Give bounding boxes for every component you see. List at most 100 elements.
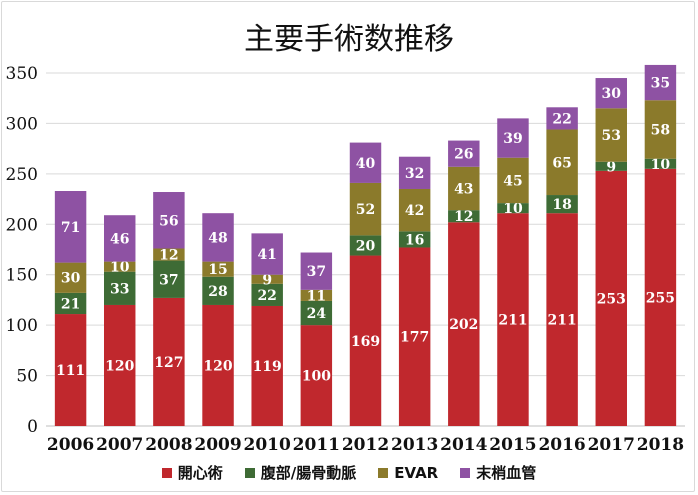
data-label: 120 (105, 358, 134, 374)
legend-item: 末梢血管 (460, 462, 536, 483)
y-tick-label: 50 (16, 367, 38, 387)
legend-label: 腹部/腸骨動脈 (260, 464, 357, 482)
data-label: 26 (454, 147, 473, 163)
bar-segment (398, 231, 431, 248)
data-label: 32 (405, 166, 424, 182)
data-label: 10 (110, 260, 130, 276)
data-label: 111 (56, 363, 85, 379)
y-tick-label: 200 (6, 215, 38, 235)
y-tick-label: 100 (6, 316, 38, 336)
bar-segment (349, 142, 382, 183)
bar-segment (349, 255, 382, 426)
x-tick-label: 2010 (244, 435, 291, 455)
data-label: 71 (61, 220, 80, 236)
data-label: 120 (203, 358, 232, 374)
chart-title: 主要手術数推移 (244, 22, 454, 57)
data-label: 65 (552, 155, 571, 171)
bar-segment (202, 304, 234, 426)
bar-segment (644, 158, 677, 169)
y-tick-label: 250 (6, 165, 38, 185)
data-label: 37 (159, 272, 178, 288)
bar-segment (202, 276, 234, 305)
data-label: 100 (302, 369, 331, 385)
bar-segment (546, 129, 578, 196)
x-tick-label: 2016 (538, 435, 585, 455)
legend-label: 開心術 (177, 464, 223, 482)
data-label: 21 (61, 296, 80, 312)
y-tick-label: 300 (6, 114, 38, 134)
bar-segment (300, 300, 333, 326)
bar-segment (54, 292, 87, 315)
bar-segment (497, 213, 529, 426)
data-label: 211 (498, 313, 527, 329)
bar-segment (153, 248, 185, 261)
legend-swatch (460, 467, 471, 478)
bar-segment (104, 271, 136, 305)
bar-segment (54, 314, 87, 426)
bar-segment (104, 215, 136, 262)
bar-segment (300, 252, 333, 290)
data-label: 58 (651, 122, 670, 138)
x-tick-label: 2017 (588, 435, 635, 455)
data-label: 10 (503, 201, 523, 217)
y-tick-label: 150 (6, 266, 38, 286)
data-label: 15 (208, 262, 227, 278)
data-label: 37 (307, 264, 326, 280)
bar-segment (497, 157, 529, 204)
legend-item: 腹部/腸骨動脈 (244, 462, 357, 483)
bar-segment (104, 261, 136, 272)
data-label: 52 (356, 202, 375, 218)
bar-segment (251, 305, 283, 426)
data-label: 16 (405, 232, 424, 248)
x-tick-label: 2018 (637, 435, 684, 455)
bar-segment (251, 283, 283, 306)
x-tick-label: 2008 (145, 435, 192, 455)
data-label: 45 (503, 173, 522, 189)
bar-segment (251, 274, 283, 284)
data-label: 255 (646, 290, 675, 306)
bar-segment (251, 233, 283, 275)
bar-segment (448, 166, 480, 211)
data-label: 43 (454, 181, 473, 197)
bar-segment (595, 78, 627, 109)
data-label: 211 (547, 313, 576, 329)
bar-segment (497, 118, 529, 158)
x-tick-label: 2014 (440, 435, 487, 455)
bar-segment (398, 156, 431, 189)
data-label: 28 (208, 284, 227, 300)
x-tick-label: 2006 (47, 435, 94, 455)
data-label: 22 (552, 111, 571, 127)
data-label: 46 (110, 231, 129, 247)
bar-segment (644, 168, 677, 427)
data-label: 53 (602, 128, 621, 144)
bar-segment (153, 260, 185, 298)
bar-segment (54, 191, 87, 263)
data-label: 56 (159, 213, 178, 229)
data-label: 41 (257, 247, 276, 263)
bar-segment (202, 261, 234, 277)
data-label: 9 (262, 272, 272, 288)
legend-label: 末梢血管 (476, 464, 537, 482)
legend-swatch (378, 467, 389, 478)
chart-legend: 開心術 腹部/腸骨動脈 EVAR 末梢血管 (0, 462, 698, 483)
data-label: 202 (449, 317, 478, 333)
bar-segment (595, 108, 627, 162)
data-label: 119 (253, 359, 282, 375)
legend-swatch (244, 467, 255, 478)
bar-segment (644, 64, 677, 101)
data-label: 12 (454, 209, 473, 225)
legend-item: 開心術 (161, 462, 223, 483)
bar-segment (448, 210, 480, 223)
bar-segment (153, 297, 185, 426)
legend-item: EVAR (378, 462, 438, 483)
bar-segment (153, 192, 185, 249)
bar-segment (595, 161, 627, 171)
bar-segment (202, 213, 234, 262)
data-label: 9 (606, 159, 616, 175)
data-label: 18 (552, 197, 571, 213)
bar-segment (104, 304, 136, 426)
bar-segment (349, 182, 382, 236)
data-label: 48 (208, 230, 227, 246)
